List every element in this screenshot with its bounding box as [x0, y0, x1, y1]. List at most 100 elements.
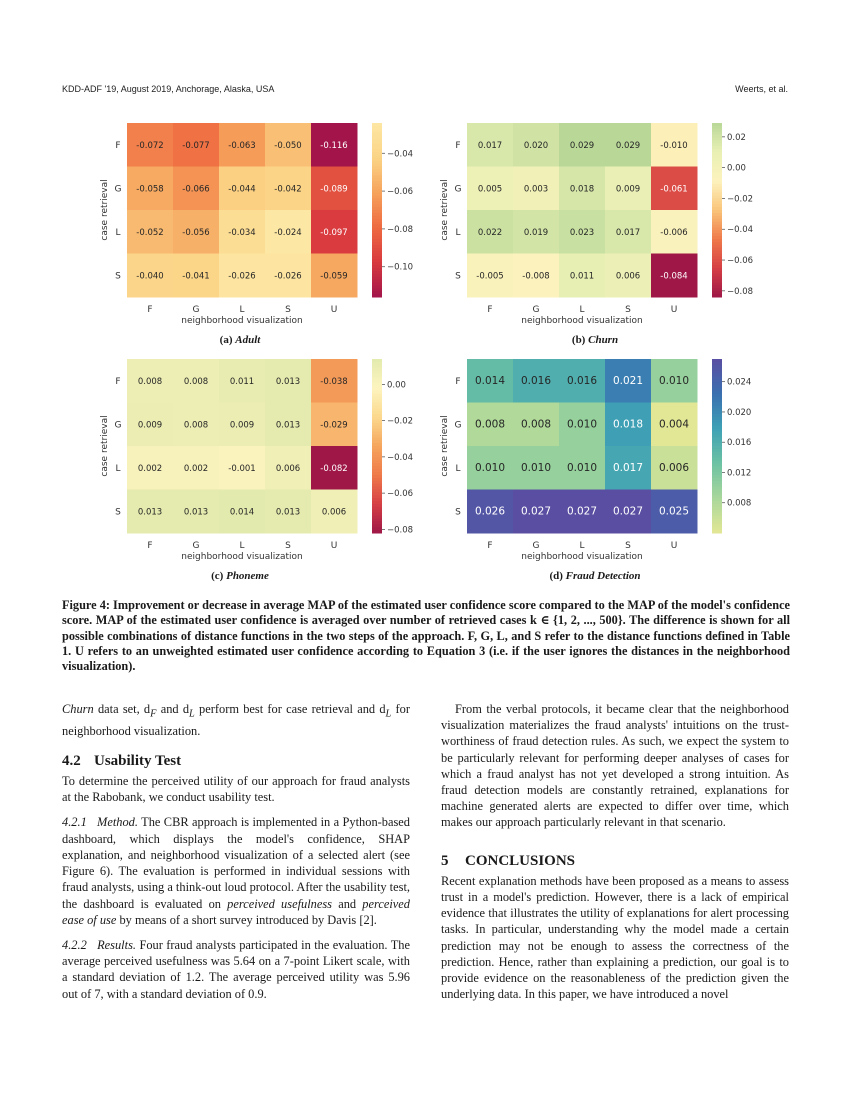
- cell-value-label: 0.008: [184, 377, 208, 387]
- colorbar-segment: [712, 486, 722, 490]
- colorbar-segment: [372, 370, 382, 374]
- colorbar-segment: [372, 408, 382, 412]
- colorbar-segment: [712, 143, 722, 147]
- colorbar-segment: [372, 131, 382, 136]
- heatmap-cell: [467, 489, 514, 534]
- colorbar-segment: [372, 414, 382, 418]
- cell-value-label: -0.084: [660, 271, 687, 281]
- colorbar-segment: [712, 367, 722, 372]
- heatmap-cell: [605, 446, 652, 490]
- heatmap-cell: [311, 123, 358, 167]
- colorbar-segment: [372, 475, 382, 479]
- colorbar-segment: [372, 385, 382, 389]
- heatmap-cell: [127, 210, 174, 254]
- colorbar-segment: [372, 244, 382, 249]
- colorbar-segment: [372, 247, 382, 252]
- heatmap-cell: [127, 123, 174, 167]
- row-tick-label: G: [115, 184, 122, 194]
- colorbar-segment: [712, 178, 722, 182]
- colorbar-segment: [712, 405, 722, 409]
- colorbar-segment: [372, 506, 382, 511]
- colorbar-segment: [372, 443, 382, 447]
- col-tick-label: U: [671, 305, 678, 315]
- heatmap-cell: [513, 253, 560, 298]
- heatmap-cell: [265, 402, 312, 447]
- cell-value-label: 0.019: [524, 228, 548, 238]
- colorbar-segment: [712, 253, 722, 257]
- colorbar-segment: [372, 498, 382, 502]
- heatmap-cell: [311, 166, 358, 211]
- colorbar-segment: [712, 175, 722, 179]
- paragraph: To determine the perceived utility of ou…: [62, 774, 410, 805]
- heatmap-cell: [219, 359, 266, 403]
- colorbar-tick-label: −0.02: [387, 417, 413, 427]
- colorbar-segment: [372, 186, 382, 191]
- heatmap-cell: [219, 253, 266, 298]
- heatmap-cell: [219, 446, 266, 490]
- cell-value-label: 0.008: [184, 420, 208, 430]
- heatmap-cell: [219, 210, 266, 254]
- cell-value-label: 0.020: [524, 141, 548, 151]
- paragraph: 4.2.2 Results. Four fraud analysts parti…: [62, 937, 410, 1002]
- heatmap-cell: [651, 253, 698, 298]
- colorbar-segment: [712, 294, 722, 298]
- colorbar-segment: [712, 166, 722, 170]
- subsection-heading: 4.2.1 Method.: [62, 815, 138, 830]
- heatmap-cell: [127, 489, 174, 534]
- heatmap-cell: [467, 123, 514, 167]
- cell-value-label: -0.072: [136, 141, 163, 151]
- colorbar-segment: [712, 146, 722, 150]
- text: and: [332, 896, 363, 911]
- colorbar-segment: [372, 382, 382, 386]
- colorbar-segment: [372, 501, 382, 505]
- colorbar-tick-label: 0.008: [727, 499, 751, 509]
- colorbar-segment: [372, 463, 382, 467]
- heatmap-cell: [513, 210, 560, 254]
- heatmap-cell: [605, 123, 652, 167]
- col-tick-label: S: [285, 305, 291, 315]
- colorbar-segment: [372, 396, 382, 401]
- heatmap-cell: [311, 489, 358, 534]
- colorbar-segment: [372, 483, 382, 488]
- text: data set, d: [93, 702, 151, 716]
- cell-value-label: -0.029: [320, 420, 347, 430]
- cell-value-label: -0.063: [228, 141, 255, 151]
- colorbar-tick-label: −0.06: [727, 256, 753, 266]
- subcaption-label: (a): [219, 334, 233, 346]
- colorbar-segment: [372, 466, 382, 470]
- colorbar-segment: [712, 515, 722, 519]
- colorbar-segment: [372, 361, 382, 366]
- cell-value-label: 0.010: [659, 375, 689, 387]
- col-tick-label: F: [147, 305, 152, 315]
- heatmap-cell: [513, 166, 560, 211]
- cell-value-label: -0.061: [660, 184, 687, 194]
- y-axis-label: case retrieval: [100, 179, 110, 240]
- cell-value-label: 0.008: [475, 418, 505, 430]
- colorbar-segment: [712, 466, 722, 470]
- col-tick-label: S: [625, 305, 631, 315]
- colorbar-segment: [712, 440, 722, 444]
- colorbar-segment: [712, 483, 722, 488]
- colorbar-segment: [712, 498, 722, 502]
- colorbar-segment: [712, 472, 722, 476]
- cell-value-label: 0.013: [276, 420, 300, 430]
- colorbar-segment: [372, 146, 382, 150]
- colorbar-segment: [712, 469, 722, 473]
- colorbar-segment: [712, 414, 722, 418]
- heatmap-cell: [311, 446, 358, 490]
- colorbar-segment: [712, 524, 722, 528]
- colorbar-segment: [712, 501, 722, 505]
- cell-value-label: 0.002: [184, 464, 208, 474]
- heatmap-cell: [605, 253, 652, 298]
- colorbar-segment: [712, 443, 722, 447]
- colorbar-segment: [372, 221, 382, 225]
- heatmap-cell: [559, 402, 606, 447]
- cell-value-label: 0.013: [276, 377, 300, 387]
- heatmap-fraud-detection: 0.014 0.016 0.016 0.021 0.010 0.008 0.008 0.010…: [440, 351, 780, 566]
- colorbar-segment: [712, 512, 722, 517]
- cell-value-label: 0.018: [570, 184, 594, 194]
- heatmap-cell: [513, 123, 560, 167]
- colorbar-segment: [712, 192, 722, 196]
- colorbar-segment: [372, 192, 382, 196]
- colorbar-segment: [372, 524, 382, 528]
